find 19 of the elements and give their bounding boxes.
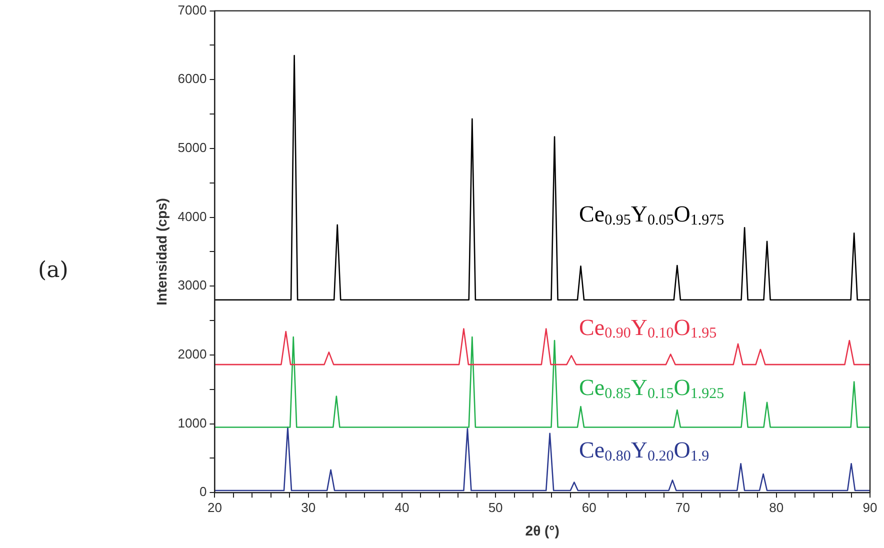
x-tick-label: 30 (301, 500, 316, 515)
y-axis-title: Intensidad (cps) (153, 198, 170, 306)
x-tick-label: 80 (769, 500, 784, 515)
x-axis-title: 2θ (°) (525, 522, 560, 538)
y-tick-label: 1000 (178, 415, 207, 430)
x-tick-label: 40 (394, 500, 410, 515)
x-tick-label: 70 (676, 500, 690, 515)
y-tick-label: 2000 (178, 346, 207, 362)
x-tick-label: 50 (488, 500, 503, 515)
y-tick-label: 4000 (178, 208, 207, 224)
x-tick-label: 90 (862, 500, 878, 515)
x-tick-label: 20 (207, 500, 222, 515)
text: (a) (38, 258, 68, 283)
y-tick-label: 7000 (178, 2, 207, 18)
y-tick-label: 3000 (178, 278, 207, 293)
y-tick-label: 5000 (178, 140, 207, 156)
y-tick-label: 6000 (178, 71, 207, 86)
y-tick-label: 0 (199, 484, 207, 500)
x-tick-label: 60 (582, 500, 596, 515)
